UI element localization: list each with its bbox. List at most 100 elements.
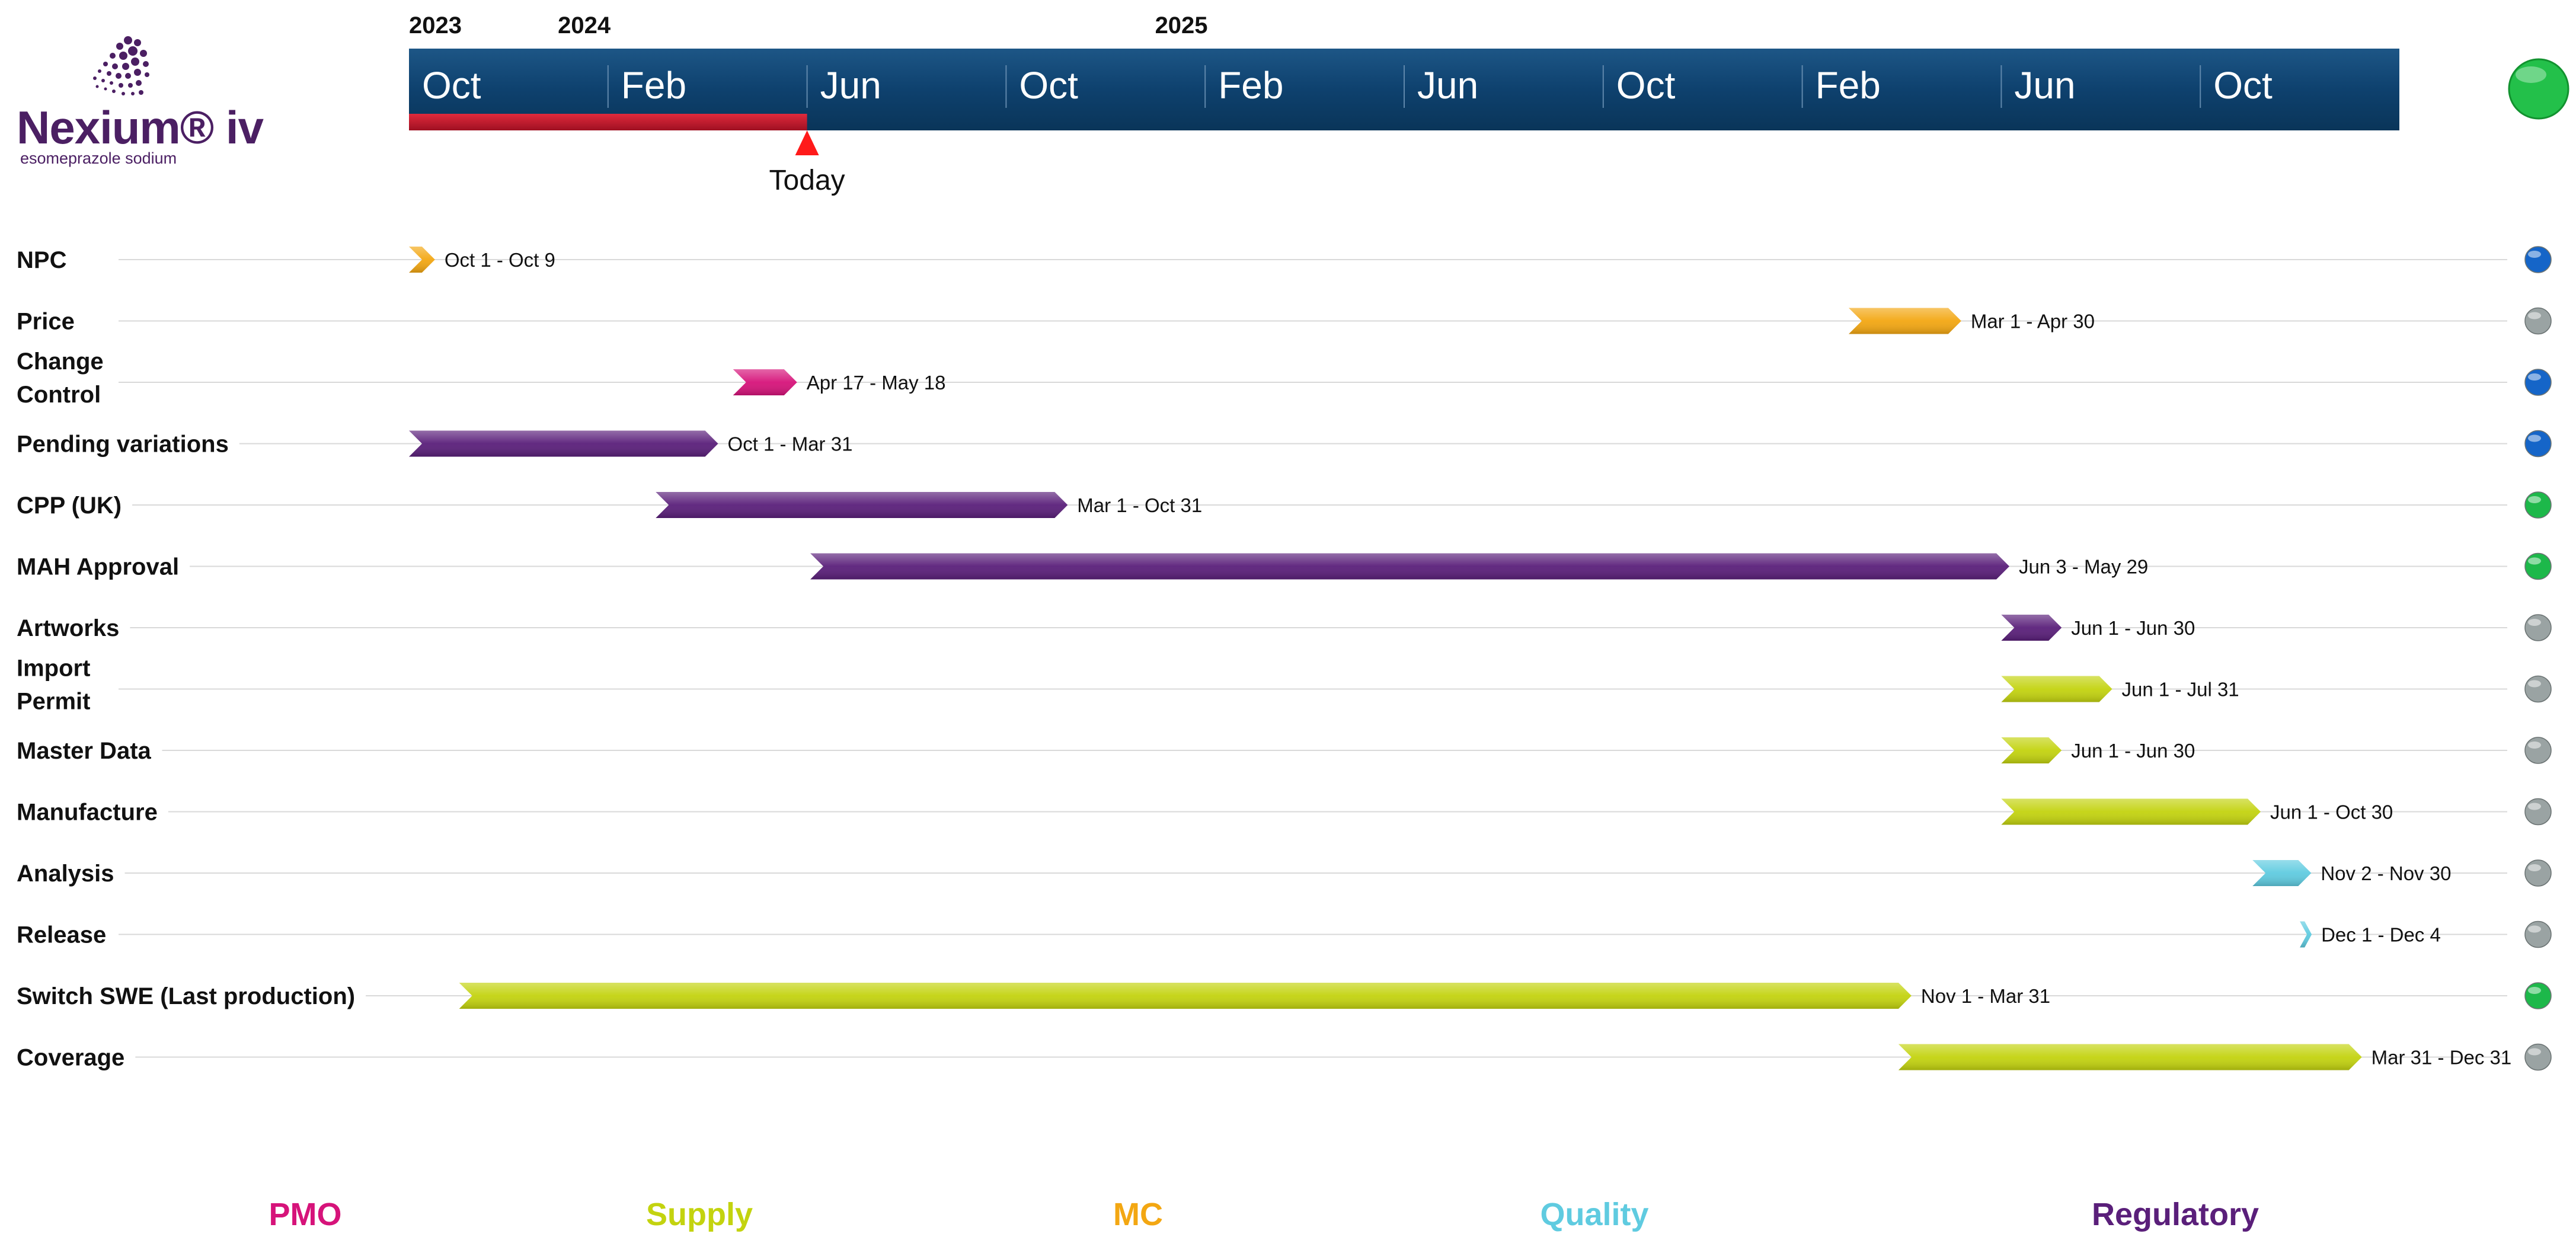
task-row: Pending variations Oct 1 - Mar 31 (0, 429, 2552, 460)
task-status-icon (2524, 552, 2552, 580)
task-name: Analysis (17, 861, 114, 887)
task-bar-shine (459, 983, 1912, 1009)
task-row: Coverage Mar 31 - Dec 31 (0, 1042, 2552, 1073)
task-status-highlight (2528, 803, 2541, 810)
month-label: Feb (1816, 64, 1881, 107)
task-name-bg (0, 429, 239, 460)
task-status-highlight (2528, 496, 2541, 503)
today-marker (795, 130, 819, 155)
task-row: Price Mar 1 - Apr 30 (0, 306, 2552, 337)
legend-item-quality: Quality (1540, 1197, 1648, 1232)
task-status-highlight (2528, 619, 2541, 626)
task-name-bg (0, 736, 162, 766)
overall-status-icon (2508, 58, 2569, 120)
task-status-highlight (2528, 312, 2541, 319)
task-row: Change Control Apr 17 - May 18 (0, 346, 2552, 410)
task-date-label: Nov 2 - Nov 30 (2321, 862, 2451, 884)
task-name-bg (0, 1042, 136, 1073)
task-row: Analysis Nov 2 - Nov 30 (0, 858, 2552, 889)
task-status-highlight (2528, 251, 2541, 258)
task-name-bg (0, 797, 168, 828)
task-status-highlight (2528, 557, 2541, 565)
task-row: Artworks Jun 1 - Jun 30 (0, 613, 2552, 644)
task-date-label: Jun 1 - Jul 31 (2122, 679, 2239, 701)
task-row: Manufacture Jun 1 - Oct 30 (0, 797, 2552, 828)
task-status-highlight (2528, 373, 2541, 381)
task-name-bg (0, 613, 130, 644)
logo-droplets-icon (93, 36, 149, 95)
year-label: 2024 (558, 12, 611, 39)
task-date-label: Jun 1 - Jun 30 (2071, 617, 2195, 639)
task-name-bg (0, 245, 78, 276)
task-bar-shine (1898, 1044, 2362, 1070)
task-name-bg (0, 306, 85, 337)
task-name: Manufacture (17, 800, 158, 826)
month-label: Jun (1417, 64, 1478, 107)
task-name-bg (0, 346, 114, 410)
task-status-icon (2524, 246, 2552, 273)
task-name: Price (17, 309, 75, 335)
logo-subtitle: esomeprazole sodium (20, 149, 177, 167)
task-date-label: Jun 1 - Oct 30 (2270, 801, 2393, 823)
task-bar-shine (733, 369, 797, 395)
month-label: Jun (820, 64, 881, 107)
month-label: Oct (422, 64, 481, 107)
task-name: NPC (17, 247, 66, 273)
task-bar-shine (2252, 860, 2312, 886)
task-date-label: Mar 1 - Apr 30 (1971, 311, 2095, 333)
task-name: Master Data (17, 738, 152, 764)
task-status-icon (2524, 369, 2552, 396)
task-bar-shine (2001, 798, 2261, 825)
task-name: CPP (UK) (17, 493, 122, 519)
task-status-highlight (2528, 1048, 2541, 1056)
task-bar-shine (656, 492, 1068, 518)
overall-status-highlight (2516, 66, 2546, 83)
task-date-label: Dec 1 - Dec 4 (2321, 924, 2441, 946)
task-status-highlight (2528, 680, 2541, 688)
task-row: NPC Oct 1 - Oct 9 (0, 245, 2552, 276)
logo-name: Nexium® iv (17, 101, 264, 154)
task-status-icon (2524, 675, 2552, 703)
task-name: Release (17, 922, 106, 948)
today-label: Today (769, 165, 845, 196)
task-name: Coverage (17, 1045, 124, 1071)
task-row: Import Permit Jun 1 - Jul 31 (0, 653, 2552, 717)
task-row: Master Data Jun 1 - Jun 30 (0, 736, 2552, 766)
task-status-highlight (2528, 741, 2541, 749)
task-name-bg (0, 858, 125, 889)
task-date-label: Mar 1 - Oct 31 (1077, 494, 1202, 516)
month-label: Oct (1019, 64, 1078, 107)
task-name-bg (0, 653, 101, 717)
legend-item-supply: Supply (646, 1197, 753, 1232)
task-name: Switch SWE (Last production) (17, 983, 355, 1009)
task-bar-shine (1848, 308, 1961, 334)
task-name-bg (0, 490, 133, 521)
legend-item-pmo: PMO (269, 1197, 341, 1232)
month-label: Feb (621, 64, 686, 107)
task-status-icon (2524, 430, 2552, 458)
task-date-label: Jun 3 - May 29 (2019, 556, 2148, 578)
task-date-label: Mar 31 - Dec 31 (2372, 1047, 2512, 1069)
task-name-bg (0, 981, 366, 1012)
task-date-label: Oct 1 - Oct 9 (445, 249, 555, 271)
task-bar-shine (2001, 615, 2062, 641)
task-date-label: Oct 1 - Mar 31 (728, 433, 853, 455)
task-status-icon (2524, 491, 2552, 519)
year-label: 2025 (1155, 12, 1208, 39)
month-label: Oct (2213, 64, 2273, 107)
task-name: MAH Approval (17, 554, 179, 580)
task-status-icon (2524, 614, 2552, 641)
task-status-highlight (2528, 434, 2541, 442)
progress-bar (409, 114, 807, 130)
task-bar-shine (409, 247, 435, 273)
task-status-highlight (2528, 864, 2541, 871)
task-bar-shine (2300, 921, 2312, 948)
task-bar-shine (2001, 737, 2062, 763)
task-bar-shine (2001, 676, 2112, 702)
task-name: Pending variations (17, 431, 229, 458)
task-name-bg (0, 919, 117, 951)
month-label: Oct (1616, 64, 1676, 107)
task-bar-shine (810, 553, 2010, 580)
task-status-icon (2524, 1043, 2552, 1071)
month-label: Feb (1218, 64, 1283, 107)
